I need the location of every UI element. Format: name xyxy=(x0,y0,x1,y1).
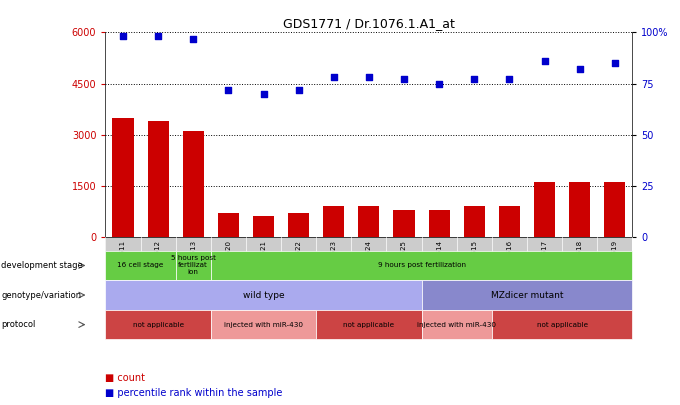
Bar xyxy=(394,210,415,237)
Point xyxy=(118,33,129,40)
Text: 5 hours post
fertilizat
ion: 5 hours post fertilizat ion xyxy=(171,256,216,275)
Text: injected with miR-430: injected with miR-430 xyxy=(224,322,303,328)
Point xyxy=(398,76,409,83)
Text: wild type: wild type xyxy=(243,290,284,300)
Bar xyxy=(288,213,309,237)
Text: ■ count: ■ count xyxy=(105,373,146,383)
Bar xyxy=(253,216,274,237)
Point xyxy=(363,74,374,81)
Text: genotype/variation: genotype/variation xyxy=(1,290,82,300)
Bar xyxy=(218,213,239,237)
Bar xyxy=(464,206,485,237)
Point xyxy=(258,90,269,97)
Text: not applicable: not applicable xyxy=(133,322,184,328)
Bar xyxy=(499,206,520,237)
Text: injected with miR-430: injected with miR-430 xyxy=(418,322,496,328)
Text: not applicable: not applicable xyxy=(343,322,394,328)
Bar xyxy=(183,131,204,237)
Bar xyxy=(323,206,344,237)
Point xyxy=(609,60,620,66)
Bar xyxy=(605,182,626,237)
Title: GDS1771 / Dr.1076.1.A1_at: GDS1771 / Dr.1076.1.A1_at xyxy=(283,17,455,30)
Bar xyxy=(358,206,379,237)
Text: 9 hours post fertilization: 9 hours post fertilization xyxy=(377,262,466,269)
Point xyxy=(223,86,234,93)
Point xyxy=(328,74,339,81)
Bar xyxy=(534,182,555,237)
Point xyxy=(539,58,550,64)
Point xyxy=(504,76,515,83)
Bar xyxy=(569,182,590,237)
Point xyxy=(434,80,445,87)
Text: development stage: development stage xyxy=(1,261,83,270)
Point xyxy=(293,86,304,93)
Bar xyxy=(112,117,133,237)
Point xyxy=(188,35,199,42)
Point xyxy=(469,76,479,83)
Text: protocol: protocol xyxy=(1,320,36,329)
Text: not applicable: not applicable xyxy=(537,322,588,328)
Text: ■ percentile rank within the sample: ■ percentile rank within the sample xyxy=(105,388,283,398)
Bar xyxy=(148,121,169,237)
Text: MZdicer mutant: MZdicer mutant xyxy=(491,290,563,300)
Point xyxy=(574,66,585,72)
Bar xyxy=(428,210,449,237)
Point xyxy=(152,33,163,40)
Text: 16 cell stage: 16 cell stage xyxy=(118,262,164,269)
